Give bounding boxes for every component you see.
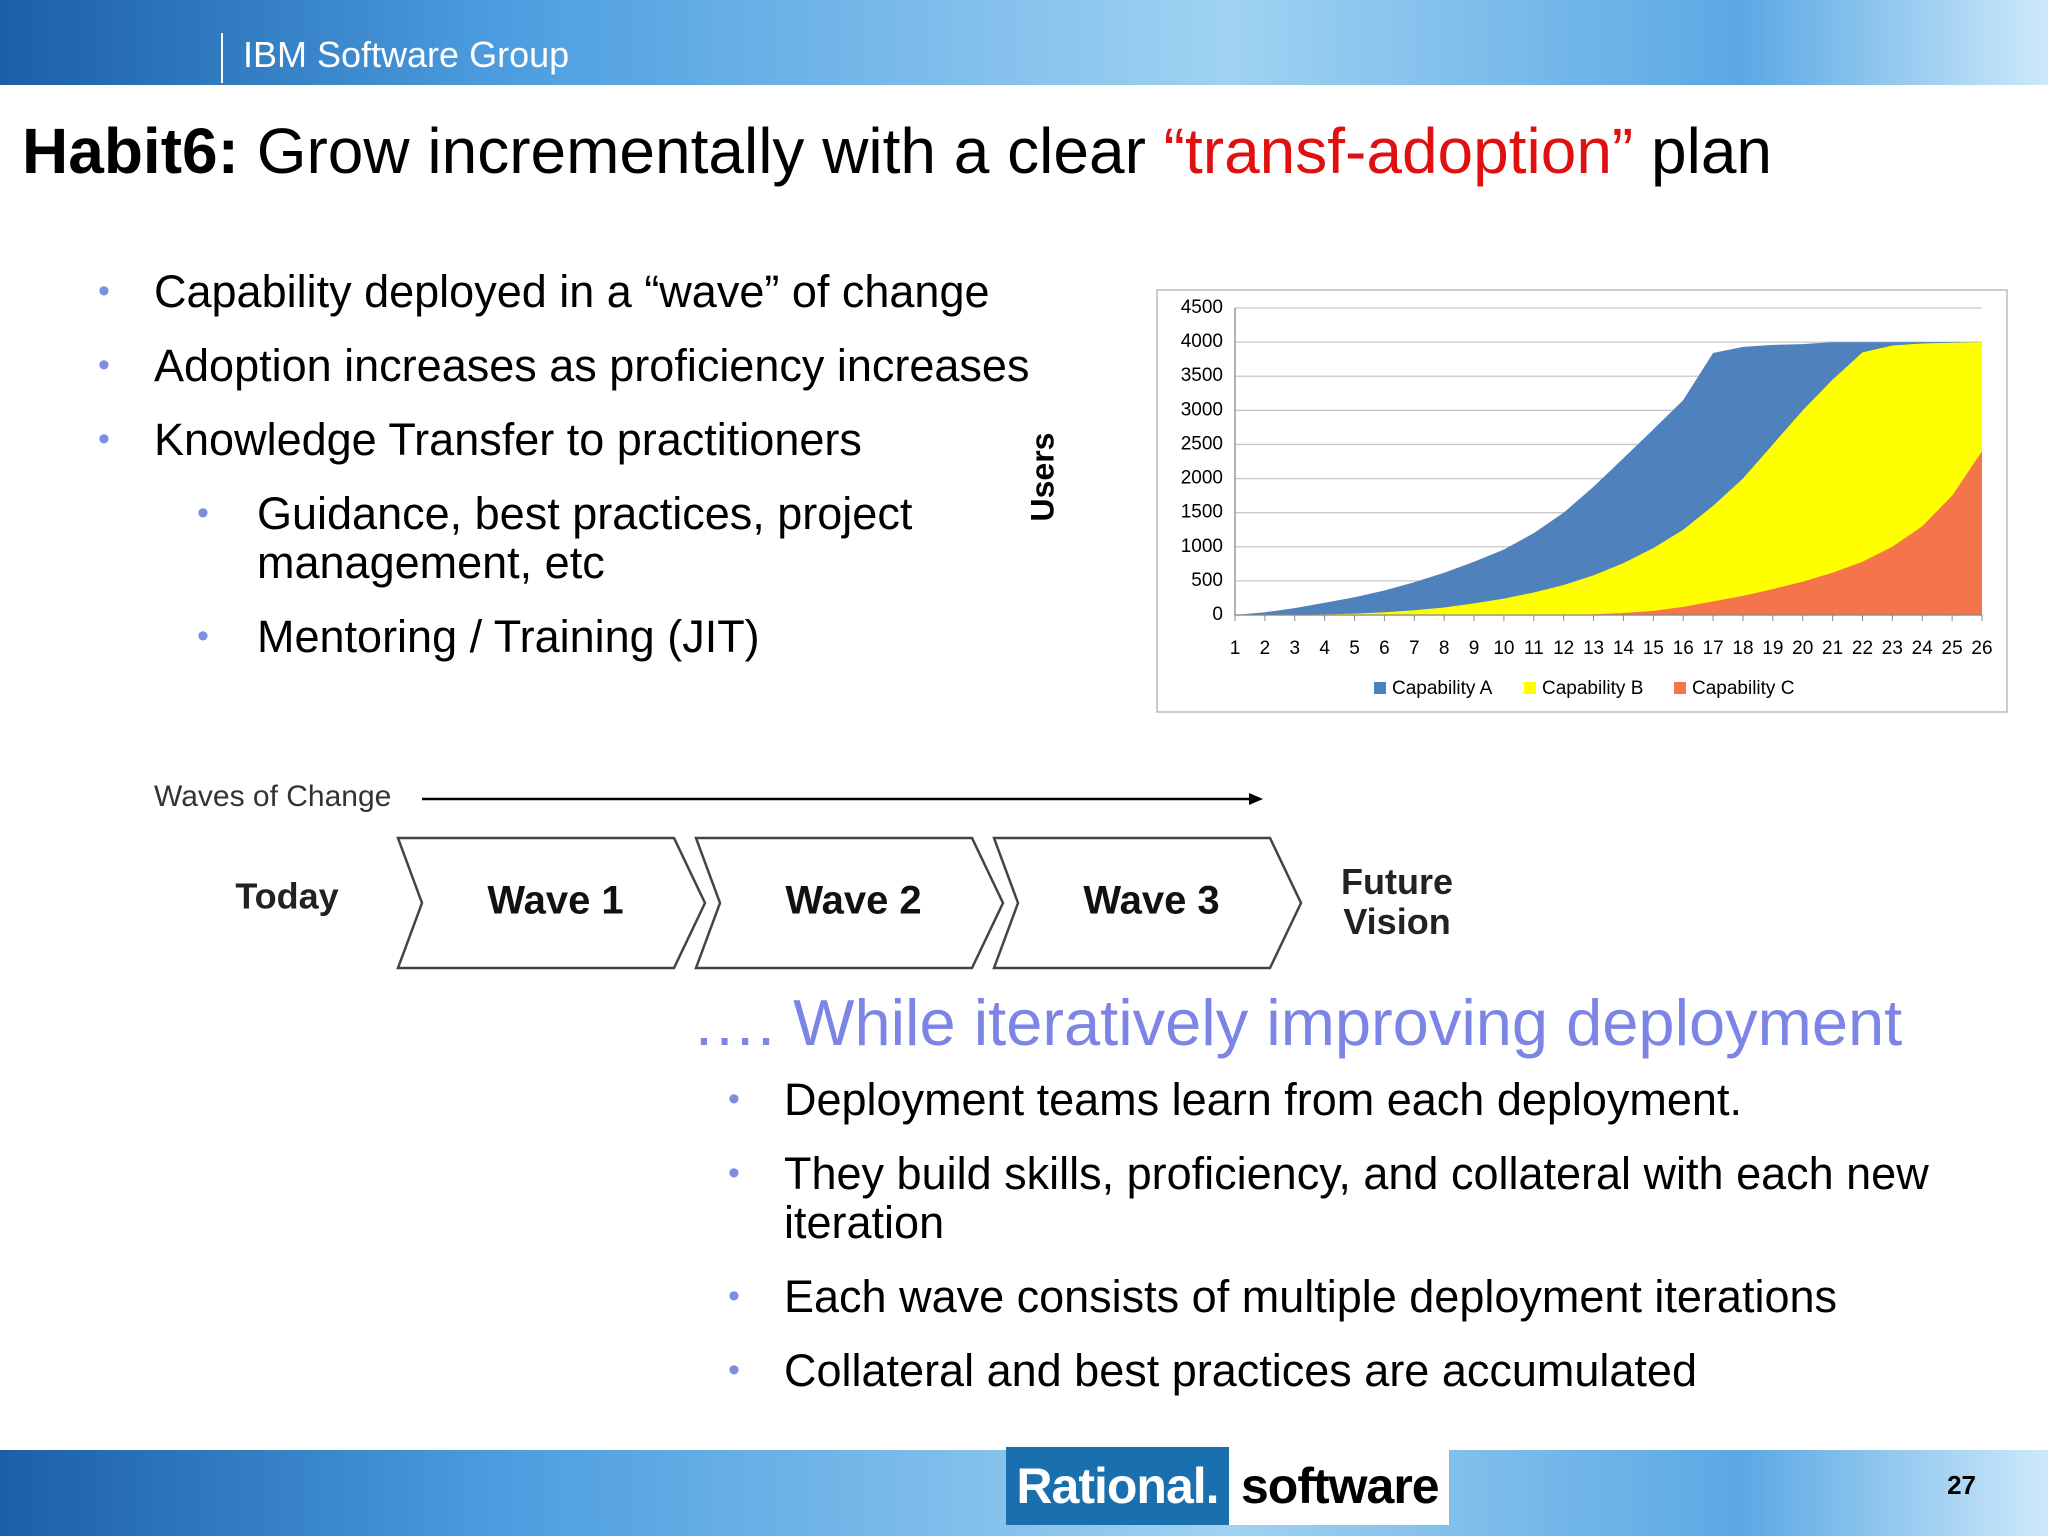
x-tick-label: 15 — [1643, 638, 1664, 659]
y-tick-label: 4000 — [1181, 331, 1223, 352]
title-lead: Habit6: — [22, 115, 239, 187]
x-tick-label: 25 — [1942, 638, 1963, 659]
product: software — [1241, 1458, 1440, 1514]
x-tick-label: 23 — [1882, 638, 1903, 659]
x-tick-label: 16 — [1673, 638, 1694, 659]
chevron — [396, 836, 707, 970]
wave-end: Future Vision — [1341, 861, 1453, 942]
x-tick-label: 19 — [1762, 638, 1783, 659]
x-tick-label: 22 — [1852, 638, 1873, 659]
bullet-list: Capability deployed in a “wave” of chang… — [0, 267, 1114, 686]
legend-label: Capability B — [1542, 678, 1643, 699]
x-tick-label: 21 — [1822, 638, 1843, 659]
bullet-list-2: Deployment teams learn from each deploym… — [0, 1075, 1999, 1420]
x-tick-label: 12 — [1553, 638, 1574, 659]
x-tick-label: 14 — [1613, 638, 1635, 659]
x-tick-label: 20 — [1792, 638, 1813, 659]
legend-swatch — [1524, 682, 1536, 694]
brand-box — [1006, 1447, 1229, 1525]
legend-label: Capability A — [1392, 678, 1493, 699]
y-tick-label: 1500 — [1181, 502, 1223, 523]
y-tick-label: 1000 — [1181, 536, 1223, 557]
page-number: 27 — [1947, 1470, 1976, 1500]
x-tick-label: 26 — [1971, 638, 1992, 659]
slide-title: Habit6: Grow incrementally with a clear … — [22, 114, 1772, 188]
x-tick-label: 8 — [1439, 638, 1450, 659]
y-tick-label: 3500 — [1181, 365, 1223, 386]
title-tail: plan — [1651, 115, 1772, 187]
chevron — [992, 836, 1303, 970]
bullet: They build skills, proficiency, and coll… — [728, 1149, 1999, 1247]
arrow-head — [1249, 793, 1263, 805]
bullet: Mentoring / Training (JIT) — [197, 612, 1037, 661]
group-name: IBM Software Group — [243, 34, 570, 75]
header-band — [0, 0, 2048, 85]
x-tick-label: 4 — [1319, 638, 1330, 659]
y-tick-label: 2500 — [1181, 433, 1223, 454]
brand: Rational. — [1016, 1458, 1219, 1514]
y-tick-label: 0 — [1212, 604, 1223, 625]
bullet: Deployment teams learn from each deploym… — [728, 1075, 1999, 1124]
legend-swatch — [1374, 682, 1386, 694]
legend-swatch — [1674, 682, 1686, 694]
x-tick-label: 7 — [1409, 638, 1420, 659]
x-tick-label: 18 — [1732, 638, 1753, 659]
x-tick-label: 1 — [1230, 638, 1241, 659]
x-tick-label: 2 — [1260, 638, 1271, 659]
y-tick-label: 3000 — [1181, 399, 1223, 420]
wave-label: Wave 1 — [487, 879, 623, 923]
legend-label: Capability C — [1692, 678, 1794, 699]
x-tick-label: 24 — [1912, 638, 1934, 659]
x-tick-label: 9 — [1469, 638, 1480, 659]
area — [1235, 342, 1982, 615]
chevron — [694, 836, 1005, 970]
bullet: Knowledge Transfer to practitioners — [98, 415, 1114, 464]
x-tick-label: 5 — [1349, 638, 1360, 659]
bullet: Guidance, best practices, project manage… — [197, 489, 1037, 587]
subheading: …. While iteratively improving deploymen… — [692, 986, 1903, 1059]
x-tick-label: 17 — [1703, 638, 1724, 659]
x-tick-label: 13 — [1583, 638, 1604, 659]
waves: Waves of Change Today Wave 1 Wave 2 Wave 3 Fu… — [154, 780, 1453, 970]
title-text: Grow incrementally with a clear — [256, 115, 1146, 187]
x-tick-label: 10 — [1493, 638, 1514, 659]
x-tick-label: 3 — [1289, 638, 1300, 659]
area — [1235, 451, 1982, 615]
wave-label: Wave 2 — [785, 879, 921, 923]
y-tick-label: 500 — [1191, 570, 1223, 591]
y-tick-label: 2000 — [1181, 468, 1223, 489]
wave-start: Today — [235, 876, 338, 917]
bullet: Capability deployed in a “wave” of chang… — [98, 267, 1114, 316]
wave-label: Wave 3 — [1083, 879, 1219, 923]
y-tick-label: 4500 — [1181, 297, 1223, 318]
bullet: Each wave consists of multiple deploymen… — [728, 1272, 1999, 1321]
bullet: Collateral and best practices are accumu… — [728, 1346, 1999, 1395]
waves-label: Waves of Change — [154, 780, 391, 813]
x-tick-label: 11 — [1524, 638, 1544, 659]
bullet: Adoption increases as proficiency increa… — [98, 341, 1114, 390]
x-tick-label: 6 — [1379, 638, 1390, 659]
product-box — [1229, 1447, 1449, 1525]
title-highlight: “transf-adoption” — [1163, 115, 1634, 187]
